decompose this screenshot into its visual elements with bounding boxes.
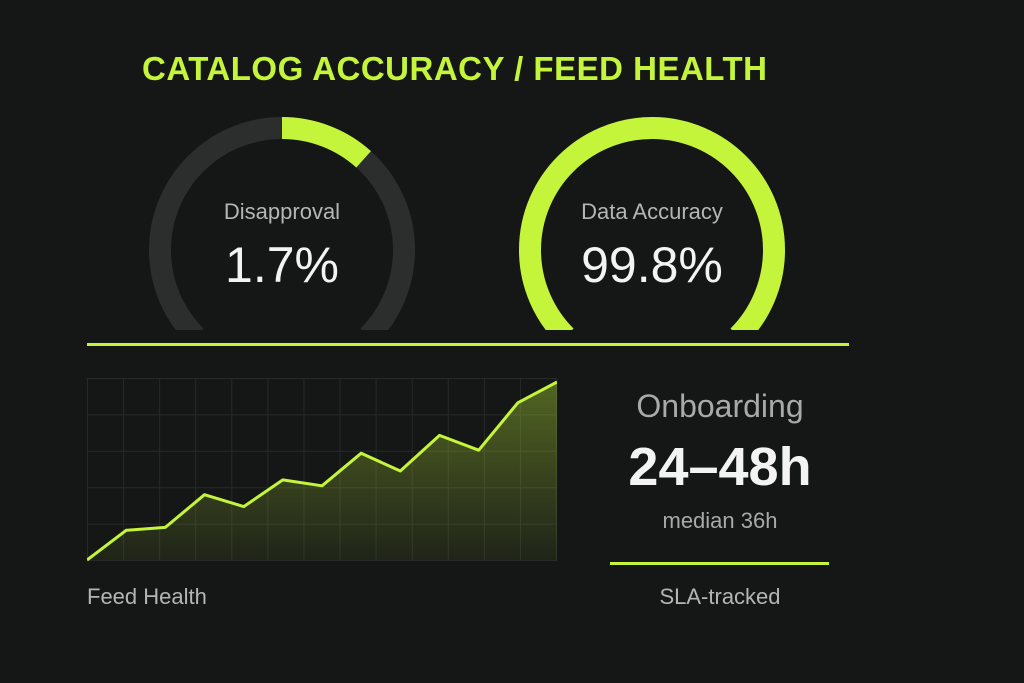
feed-health-area bbox=[87, 382, 557, 560]
onboarding-label: Onboarding bbox=[636, 388, 804, 424]
disapproval-label: Disapproval bbox=[223, 199, 341, 224]
gauge-fill bbox=[519, 117, 785, 330]
disapproval-gauge: Disapproval 1.7% bbox=[142, 110, 422, 330]
sla-tracked-label: SLA-tracked bbox=[659, 584, 781, 609]
section-divider bbox=[87, 343, 849, 346]
onboarding-median: median 36h bbox=[662, 508, 778, 533]
onboarding-value: 24–48h bbox=[628, 437, 812, 497]
data-accuracy-gauge-arc bbox=[519, 117, 785, 330]
gauge-fill bbox=[281, 117, 371, 168]
data-accuracy-value: 99.8% bbox=[581, 237, 723, 293]
disapproval-gauge-arc bbox=[149, 117, 415, 330]
onboarding-divider bbox=[610, 562, 829, 565]
data-accuracy-gauge: Data Accuracy 99.8% bbox=[512, 110, 792, 330]
data-accuracy-label: Data Accuracy bbox=[581, 199, 723, 224]
page-title: CATALOG ACCURACY / FEED HEALTH bbox=[142, 50, 768, 87]
disapproval-value: 1.7% bbox=[225, 237, 339, 293]
feed-health-label: Feed Health bbox=[87, 584, 207, 609]
gauge-track bbox=[149, 117, 415, 330]
feed-health-chart bbox=[87, 378, 557, 562]
